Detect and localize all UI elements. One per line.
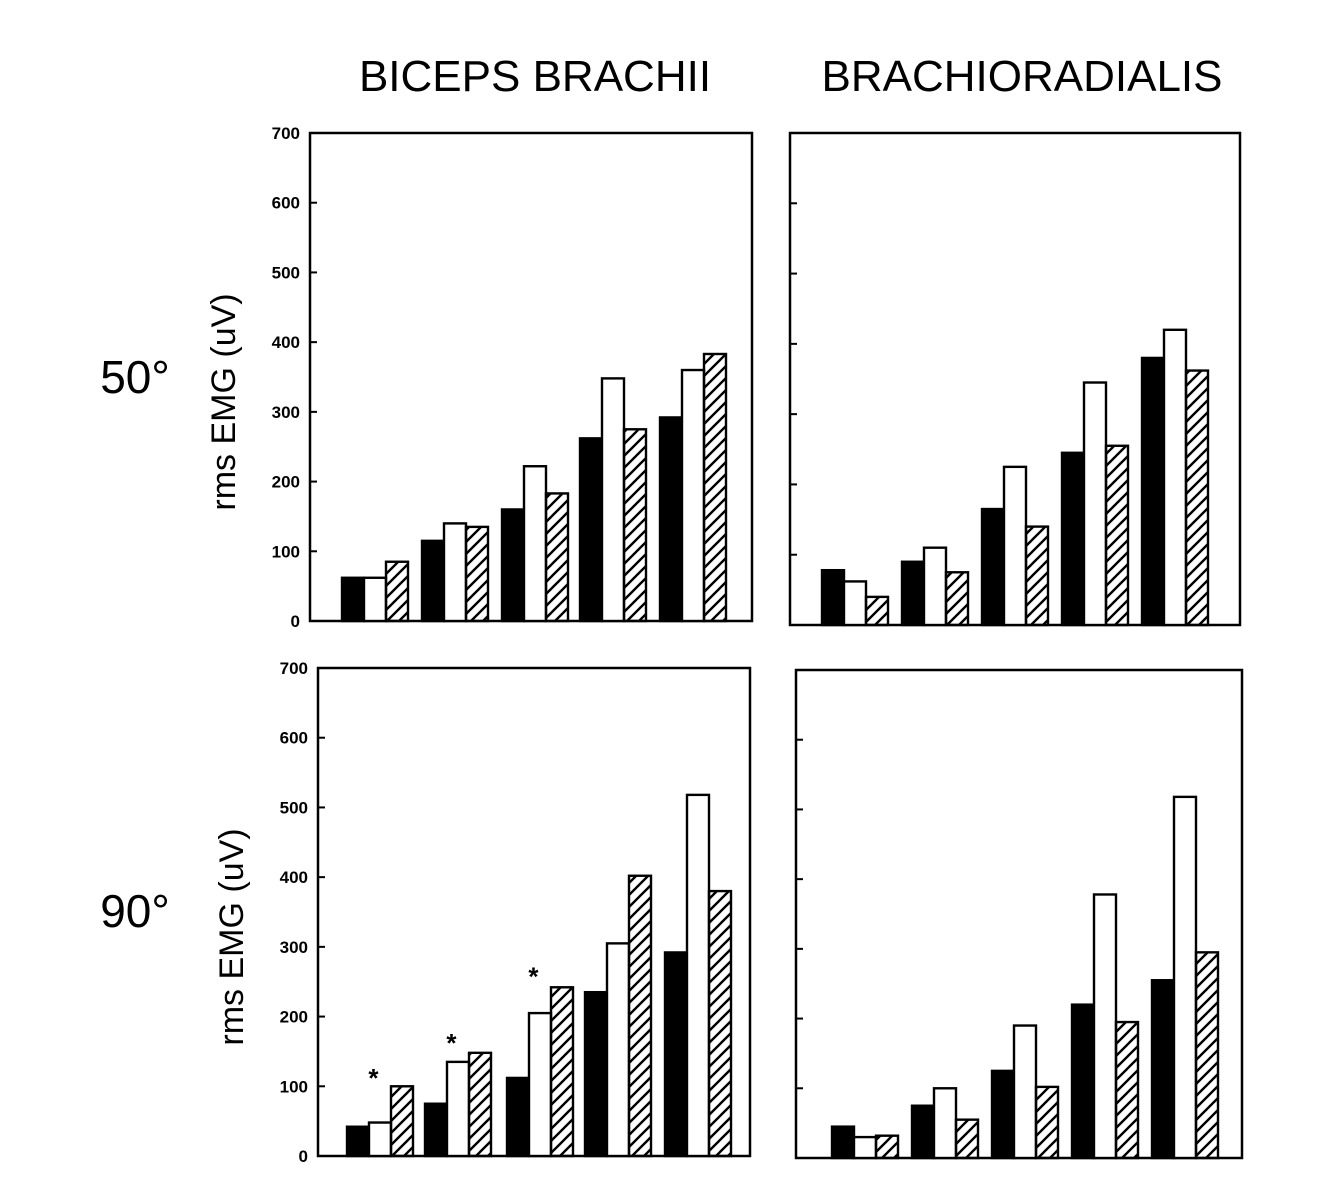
y-tick-label: 700 bbox=[272, 124, 300, 143]
bar-solid-group-2 bbox=[423, 1102, 449, 1158]
bar-open-group-2 bbox=[922, 546, 948, 627]
chart-panel-brachioradialis-50 bbox=[788, 131, 1242, 627]
bar-solid-group-1 bbox=[820, 568, 846, 627]
bar-open-group-3 bbox=[522, 465, 548, 623]
bar-open-group-5 bbox=[680, 368, 706, 623]
y-tick-label: 500 bbox=[272, 263, 300, 282]
bar-open-group-2 bbox=[932, 1087, 958, 1160]
y-tick-label: 400 bbox=[272, 333, 300, 352]
bar-open-group-1 bbox=[852, 1135, 878, 1160]
bar-hatched-group-1 bbox=[864, 595, 890, 627]
y-tick-label: 700 bbox=[280, 659, 308, 678]
bar-hatched-group-1 bbox=[874, 1134, 900, 1160]
bar-solid-group-5 bbox=[658, 416, 684, 623]
bar-hatched-group-3 bbox=[544, 492, 570, 623]
bar-solid-group-4 bbox=[1070, 1003, 1096, 1160]
bar-open-group-1 bbox=[842, 580, 868, 627]
bar-hatched-group-5 bbox=[1184, 369, 1210, 627]
bar-solid-group-5 bbox=[1150, 979, 1176, 1160]
bar-hatched-group-2 bbox=[954, 1118, 980, 1160]
bar-solid-group-3 bbox=[980, 507, 1006, 627]
bar-hatched-group-2 bbox=[464, 525, 490, 623]
y-tick-label: 600 bbox=[272, 194, 300, 213]
y-tick-label: 600 bbox=[280, 729, 308, 748]
bar-solid-group-5 bbox=[663, 951, 689, 1158]
significance-star: * bbox=[528, 962, 539, 992]
y-tick-label: 100 bbox=[272, 542, 300, 561]
bar-open-group-5 bbox=[1172, 795, 1198, 1160]
bar-solid-group-4 bbox=[583, 990, 609, 1158]
bar-open-group-3 bbox=[1012, 1024, 1038, 1160]
chart-panel-brachioradialis-90 bbox=[794, 668, 1244, 1160]
y-tick-label: 0 bbox=[299, 1147, 308, 1166]
bar-solid-group-3 bbox=[500, 508, 526, 623]
bar-solid-group-2 bbox=[900, 560, 926, 627]
bar-open-group-4 bbox=[600, 377, 626, 623]
bar-open-group-4 bbox=[1092, 893, 1118, 1160]
chart-panel-biceps-90: 0 100 200 300 400 500 600 700 rms EMG (uV) * * * bbox=[213, 659, 752, 1166]
column-title-biceps: BICEPS BRACHII bbox=[359, 52, 711, 101]
bar-hatched-group-2 bbox=[944, 571, 970, 627]
bar-hatched-group-4 bbox=[1104, 444, 1130, 627]
bar-solid-group-3 bbox=[505, 1076, 531, 1158]
bar-hatched-group-3 bbox=[1024, 525, 1050, 627]
chart-panel-biceps-50: 0 100 200 300 400 500 600 700 rms EMG (uV) bbox=[205, 124, 754, 631]
bar-open-group-4 bbox=[605, 942, 631, 1158]
significance-star: * bbox=[368, 1063, 379, 1093]
significance-star: * bbox=[446, 1028, 457, 1058]
bar-hatched-group-1 bbox=[384, 560, 410, 623]
bar-hatched-group-2 bbox=[467, 1051, 493, 1158]
bar-hatched-group-5 bbox=[707, 889, 733, 1158]
y-tick-label: 300 bbox=[280, 938, 308, 957]
bar-solid-group-4 bbox=[1060, 451, 1086, 627]
bar-open-group-2 bbox=[445, 1060, 471, 1158]
bar-open-group-3 bbox=[527, 1011, 553, 1158]
bar-open-group-5 bbox=[1162, 328, 1188, 627]
row-label-90: 90° bbox=[100, 885, 170, 937]
row-label-50: 50° bbox=[100, 351, 170, 403]
bar-hatched-group-4 bbox=[627, 874, 653, 1158]
y-axis-label: rms EMG (uV) bbox=[205, 293, 243, 510]
bar-open-group-4 bbox=[1082, 381, 1108, 627]
y-tick-label: 0 bbox=[291, 612, 300, 631]
y-tick-label: 100 bbox=[280, 1077, 308, 1096]
bar-hatched-group-4 bbox=[1114, 1020, 1140, 1160]
bar-open-group-5 bbox=[685, 793, 711, 1158]
bar-solid-group-2 bbox=[420, 539, 446, 623]
bar-hatched-group-4 bbox=[622, 428, 648, 623]
y-tick-label: 200 bbox=[272, 473, 300, 492]
bar-solid-group-5 bbox=[1140, 356, 1166, 627]
bar-solid-group-1 bbox=[830, 1125, 856, 1160]
bar-solid-group-1 bbox=[340, 576, 366, 623]
bar-hatched-group-5 bbox=[702, 352, 728, 623]
bar-open-group-1 bbox=[362, 576, 388, 623]
bar-solid-group-3 bbox=[990, 1069, 1016, 1160]
y-tick-label: 400 bbox=[280, 868, 308, 887]
bar-open-group-1 bbox=[367, 1121, 393, 1158]
bar-hatched-group-5 bbox=[1194, 951, 1220, 1160]
bar-solid-group-1 bbox=[345, 1125, 371, 1158]
y-tick-label: 500 bbox=[280, 798, 308, 817]
y-tick-label: 300 bbox=[272, 403, 300, 422]
column-title-brachioradialis: BRACHIORADIALIS bbox=[822, 52, 1223, 101]
bar-solid-group-4 bbox=[578, 437, 604, 623]
bar-hatched-group-3 bbox=[549, 986, 575, 1158]
y-tick-label: 200 bbox=[280, 1008, 308, 1027]
bar-open-group-3 bbox=[1002, 465, 1028, 627]
bar-hatched-group-3 bbox=[1034, 1085, 1060, 1160]
bar-open-group-2 bbox=[442, 522, 468, 623]
bar-solid-group-2 bbox=[910, 1104, 936, 1160]
y-axis-label: rms EMG (uV) bbox=[213, 828, 251, 1045]
bar-hatched-group-1 bbox=[389, 1085, 415, 1158]
